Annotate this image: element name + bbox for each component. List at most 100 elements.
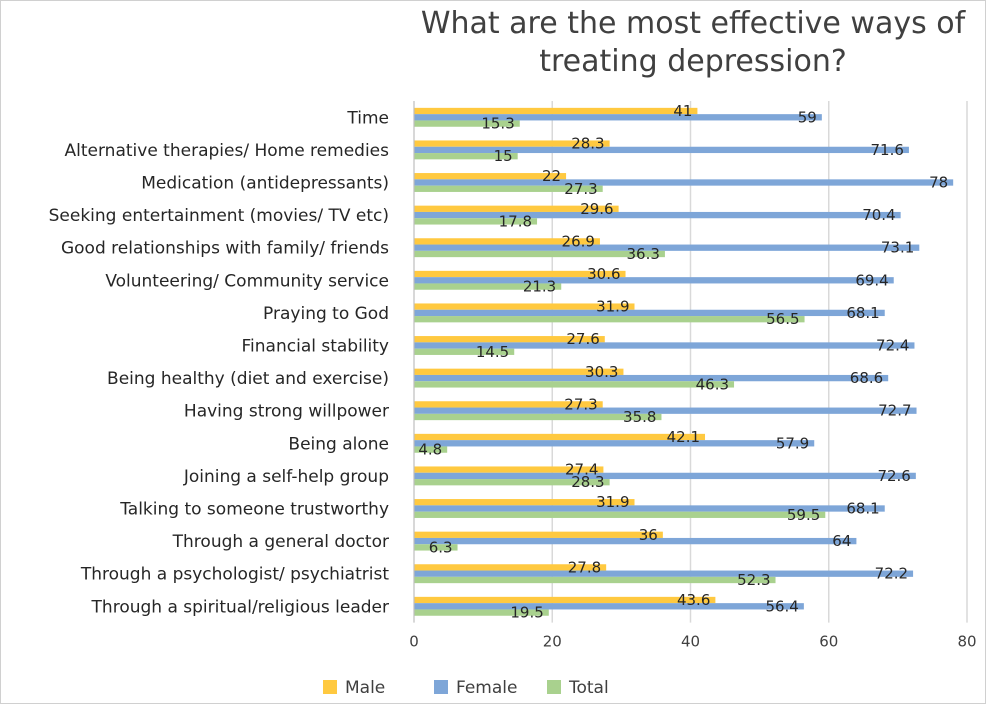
category-label: Having strong willpower — [184, 402, 389, 422]
category-label: Through a spiritual/religious leader — [91, 597, 389, 617]
bar-female — [414, 277, 894, 284]
data-label-female: 72.2 — [875, 565, 908, 583]
data-label-male: 36 — [639, 526, 658, 544]
bar-total — [414, 381, 735, 388]
bar-female — [414, 244, 920, 251]
category-label: Being alone — [288, 434, 389, 454]
bar-female — [414, 342, 915, 349]
bar-female — [414, 440, 815, 447]
data-label-male: 30.6 — [587, 265, 620, 283]
data-label-male: 27.4 — [565, 461, 598, 479]
legend-swatch-total — [547, 680, 561, 694]
data-label-female: 68.6 — [850, 369, 883, 387]
bar-female — [414, 211, 901, 219]
bar-total — [414, 511, 826, 518]
category-label: Praying to God — [263, 304, 389, 324]
data-label-female: 78 — [929, 174, 948, 192]
bar-total — [414, 120, 520, 127]
category-label: Financial stability — [242, 337, 389, 357]
bars — [414, 107, 954, 616]
data-label-total: 52.3 — [737, 571, 770, 589]
bar-male — [414, 303, 635, 310]
data-label-male: 42.1 — [667, 428, 700, 446]
data-label-male: 43.6 — [677, 591, 710, 609]
category-labels: Time Alternative therapies/ Home remedies… — [49, 108, 390, 617]
bar-total — [414, 185, 603, 192]
data-label-total: 6.3 — [429, 538, 453, 556]
data-label-total: 35.8 — [623, 408, 656, 426]
category-label: Joining a self-help group — [183, 467, 389, 487]
chart-title-line-1: What are the most effective ways of — [421, 6, 967, 41]
data-label-total: 56.5 — [766, 310, 799, 328]
legend-item-female: Female — [434, 678, 517, 698]
x-tick-label: 20 — [543, 633, 562, 651]
bar-male — [414, 401, 603, 408]
category-label: Through a psychologist/ psychiatrist — [80, 565, 389, 585]
bar-female — [414, 114, 822, 121]
bar-female — [414, 472, 916, 480]
bar-male — [414, 140, 610, 147]
bar-total — [414, 479, 610, 486]
category-label: Alternative therapies/ Home remedies — [65, 141, 390, 161]
data-label-total: 46.3 — [696, 375, 729, 393]
legend-swatch-female — [434, 680, 448, 694]
data-label-female: 57.9 — [776, 434, 809, 452]
bar-male — [414, 205, 619, 212]
data-labels: 41 59 15.3 28.3 71.6 15 22 78 27.3 29.6 70.4 17.8 26… — [418, 102, 948, 622]
bar-female — [414, 309, 885, 317]
category-label: Through a general doctor — [172, 532, 389, 552]
data-label-female: 68.1 — [846, 304, 879, 322]
data-label-total: 15 — [494, 147, 513, 165]
bar-male — [414, 173, 567, 180]
x-tick-label: 0 — [409, 633, 419, 651]
bar-female — [414, 570, 914, 577]
bar-male — [414, 564, 607, 571]
data-label-total: 19.5 — [510, 604, 543, 622]
bar-male — [414, 596, 716, 604]
bar-female — [414, 374, 889, 382]
data-label-male: 22 — [542, 167, 561, 185]
data-label-female: 72.6 — [877, 467, 910, 485]
x-tick-label: 40 — [681, 633, 700, 651]
category-label: Seeking entertainment (movies/ TV etc) — [49, 206, 389, 226]
category-label: Good relationships with family/ friends — [61, 239, 389, 259]
bar-female — [414, 179, 954, 186]
legend-label-female: Female — [456, 678, 517, 698]
data-label-male: 27.6 — [566, 330, 599, 348]
bar-female — [414, 603, 804, 610]
category-label: Talking to someone trustworthy — [119, 500, 389, 520]
data-label-male: 31.9 — [596, 298, 629, 316]
data-label-female: 71.6 — [871, 141, 904, 159]
bar-male — [414, 433, 706, 441]
data-label-female: 56.4 — [765, 597, 798, 615]
bar-total — [414, 544, 458, 551]
category-label: Being healthy (diet and exercise) — [107, 369, 389, 389]
bar-female — [414, 146, 909, 154]
data-label-male: 26.9 — [562, 232, 595, 250]
data-label-female: 64 — [832, 532, 851, 550]
category-label: Medication (antidepressants) — [141, 174, 389, 194]
bar-male — [414, 107, 698, 115]
category-label: Volunteering/ Community service — [105, 271, 389, 291]
data-label-total: 36.3 — [627, 245, 660, 263]
data-label-total: 17.8 — [499, 212, 532, 230]
bar-total — [414, 283, 562, 290]
data-label-male: 28.3 — [571, 135, 604, 153]
legend-label-total: Total — [568, 678, 609, 698]
bar-male — [414, 368, 624, 375]
legend-swatch-male — [323, 680, 337, 694]
bar-total — [414, 609, 549, 616]
bar-male — [414, 499, 635, 506]
legend-label-male: Male — [345, 678, 385, 698]
data-label-female: 68.1 — [846, 500, 879, 518]
bar-total — [414, 446, 448, 453]
gridlines — [551, 101, 968, 623]
category-label: Time — [346, 108, 389, 128]
data-label-total: 15.3 — [481, 115, 514, 133]
bar-male — [414, 336, 605, 343]
bar-total — [414, 348, 515, 355]
chart-title-line-2: treating depression? — [539, 44, 847, 79]
data-label-total: 14.5 — [476, 343, 509, 361]
bar-male — [414, 270, 626, 278]
